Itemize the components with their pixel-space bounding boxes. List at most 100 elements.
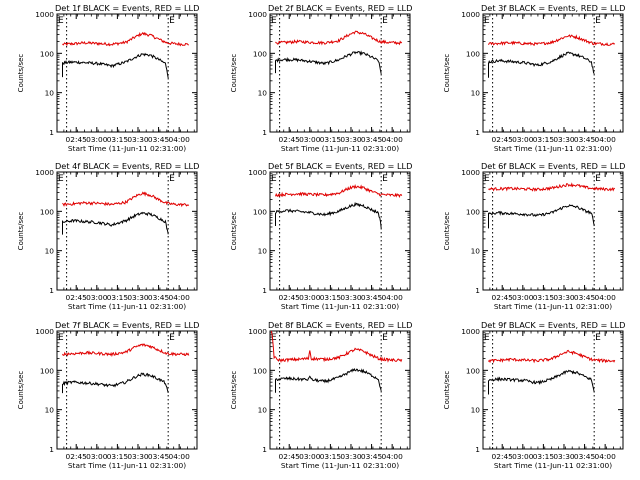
y-tick-label: 1 (49, 128, 54, 137)
chart-panel-4: Det 4f BLACK = Events, RED = LLD Counts/s… (17, 161, 199, 311)
y-tick-label: 10 (258, 89, 268, 98)
y-tick-label: 1 (262, 445, 267, 454)
event-marker: E (271, 333, 277, 343)
series-events-line (275, 50, 382, 75)
series-lld-line (62, 31, 190, 47)
x-tick-label: 03:00 (299, 452, 321, 461)
series-lld-line (488, 34, 616, 47)
x-axis-label: Start Time (11-Jun-11 02:31:00) (494, 144, 612, 153)
y-axis-label: Counts/sec (230, 212, 238, 251)
series-events-line (62, 372, 169, 394)
y-tick-label: 10 (471, 406, 481, 415)
plot-frame (482, 13, 624, 133)
y-tick-label: 10 (471, 89, 481, 98)
x-axis-label: Start Time (11-Jun-11 02:31:00) (281, 144, 399, 153)
x-tick-label: 03:15 (533, 293, 555, 302)
x-tick-label: 03:00 (512, 452, 534, 461)
chart-panel-7: Det 7f BLACK = Events, RED = LLD Counts/s… (17, 320, 199, 470)
y-tick-label: 100 (466, 207, 480, 216)
chart-title: Det 2f BLACK = Events, RED = LLD (268, 3, 412, 13)
y-tick-label: 10 (45, 247, 55, 256)
y-axis-label: Counts/sec (443, 212, 451, 251)
event-marker: E (595, 174, 601, 184)
x-tick-label: 03:30 (340, 293, 362, 302)
event-marker: E (271, 16, 277, 26)
y-tick-label: 100 (253, 366, 267, 375)
chart-panel-1: Det 1f BLACK = Events, RED = LLD Counts/s… (17, 3, 199, 153)
y-tick-label: 100 (40, 207, 54, 216)
chart-panel-5: Det 5f BLACK = Events, RED = LLD Counts/s… (230, 161, 412, 311)
x-tick-label: 04:00 (169, 135, 191, 144)
series-lld-line (275, 184, 403, 198)
x-tick-label: 02:45 (66, 452, 88, 461)
x-tick-label: 03:30 (553, 452, 575, 461)
chart-panel-2: Det 2f BLACK = Events, RED = LLD Counts/s… (230, 3, 412, 153)
event-marker: E (382, 174, 388, 184)
x-tick-label: 02:45 (492, 135, 514, 144)
chart-title: Det 9f BLACK = Events, RED = LLD (481, 320, 625, 330)
x-tick-label: 03:30 (340, 135, 362, 144)
y-tick-label: 1000 (248, 10, 267, 19)
x-tick-label: 03:00 (86, 293, 108, 302)
plot-frame (56, 330, 198, 450)
x-tick-label: 03:45 (148, 293, 170, 302)
y-axis-label: Counts/sec (17, 54, 25, 93)
x-tick-label: 03:45 (574, 135, 596, 144)
x-tick-label: 04:00 (595, 452, 617, 461)
y-tick-label: 100 (253, 207, 267, 216)
event-marker: E (169, 333, 175, 343)
y-tick-label: 100 (466, 366, 480, 375)
y-tick-label: 1000 (461, 10, 480, 19)
x-axis-label: Start Time (11-Jun-11 02:31:00) (68, 461, 186, 470)
series-lld-line (275, 30, 403, 46)
y-axis-label: Counts/sec (443, 54, 451, 93)
plot-frame (269, 13, 411, 133)
x-tick-label: 03:00 (512, 135, 534, 144)
x-tick-label: 04:00 (382, 452, 404, 461)
plot-frame (269, 330, 411, 450)
x-axis-label: Start Time (11-Jun-11 02:31:00) (68, 302, 186, 311)
y-axis-label: Counts/sec (17, 212, 25, 251)
y-tick-label: 10 (45, 89, 55, 98)
plot-frame (482, 171, 624, 291)
chart-title: Det 3f BLACK = Events, RED = LLD (481, 3, 625, 13)
event-marker: E (595, 333, 601, 343)
y-tick-label: 1000 (35, 10, 54, 19)
y-tick-label: 10 (258, 247, 268, 256)
plot-frame (482, 330, 624, 450)
x-tick-label: 03:45 (148, 452, 170, 461)
x-tick-label: 03:00 (299, 293, 321, 302)
y-tick-label: 1000 (35, 168, 54, 177)
event-marker: E (484, 333, 490, 343)
chart-title: Det 4f BLACK = Events, RED = LLD (55, 161, 199, 171)
x-tick-label: 02:45 (66, 135, 88, 144)
y-tick-label: 1 (49, 286, 54, 295)
y-tick-label: 10 (471, 247, 481, 256)
x-tick-label: 04:00 (382, 293, 404, 302)
x-axis-label: Start Time (11-Jun-11 02:31:00) (68, 144, 186, 153)
y-tick-label: 1 (475, 128, 480, 137)
y-tick-label: 1000 (35, 327, 54, 336)
y-tick-label: 1 (262, 128, 267, 137)
plot-frame (56, 13, 198, 133)
x-tick-label: 03:15 (107, 452, 129, 461)
y-axis-label: Counts/sec (230, 54, 238, 93)
y-tick-label: 1 (49, 445, 54, 454)
series-events-line (62, 52, 169, 79)
x-tick-label: 03:30 (553, 293, 575, 302)
x-tick-label: 03:30 (127, 293, 149, 302)
event-marker: E (484, 174, 490, 184)
x-tick-label: 04:00 (382, 135, 404, 144)
event-marker: E (595, 16, 601, 26)
x-tick-label: 03:00 (299, 135, 321, 144)
y-tick-label: 1 (475, 286, 480, 295)
y-tick-label: 10 (45, 406, 55, 415)
x-tick-label: 03:45 (361, 452, 383, 461)
y-tick-label: 1000 (248, 168, 267, 177)
x-tick-label: 02:45 (492, 293, 514, 302)
x-tick-label: 03:30 (127, 135, 149, 144)
x-tick-label: 03:15 (320, 135, 342, 144)
series-lld-line (62, 191, 190, 208)
